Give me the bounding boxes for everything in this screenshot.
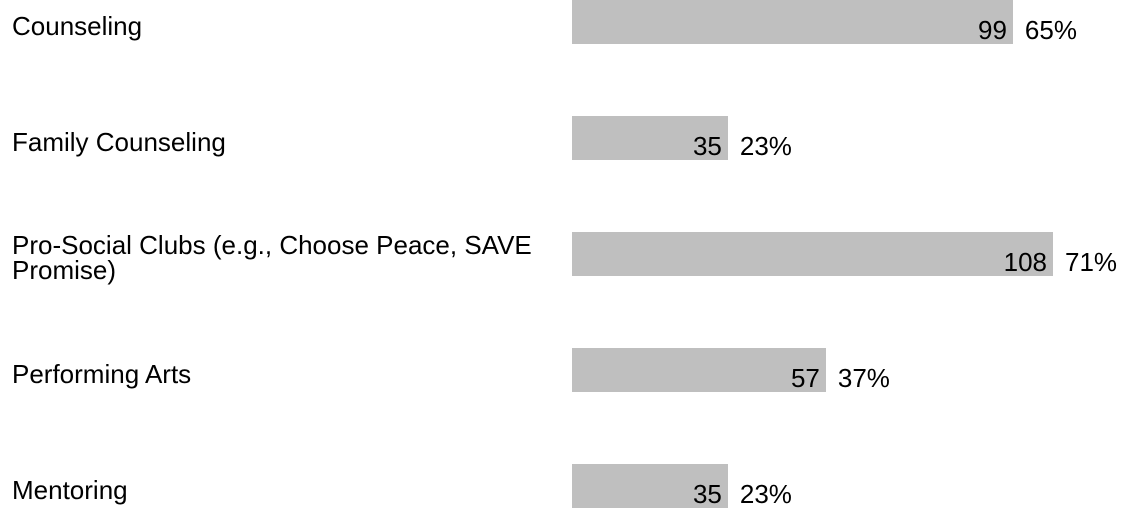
bar <box>572 348 826 392</box>
value-label: 35 <box>692 131 722 161</box>
value-label: 108 <box>1003 247 1047 277</box>
bar <box>572 116 728 160</box>
percent-label: 37% <box>837 363 890 393</box>
percent-label: 23% <box>739 131 792 161</box>
value-label: 99 <box>977 15 1007 45</box>
percent-label: 65% <box>1024 15 1077 45</box>
category-label: Pro-Social Clubs (e.g., Choose Peace, SA… <box>12 230 532 285</box>
bar <box>572 232 1053 276</box>
percent-label: 71% <box>1065 247 1118 277</box>
value-label: 57 <box>790 363 820 393</box>
bar <box>572 0 1013 44</box>
value-label: 35 <box>692 479 722 509</box>
category-label: Counseling <box>12 10 143 41</box>
percent-label: 23% <box>739 479 792 509</box>
category-label: Performing Arts <box>12 358 192 389</box>
bar <box>572 464 728 508</box>
category-label: Family Counseling <box>12 126 226 157</box>
category-label: Mentoring <box>12 474 128 505</box>
